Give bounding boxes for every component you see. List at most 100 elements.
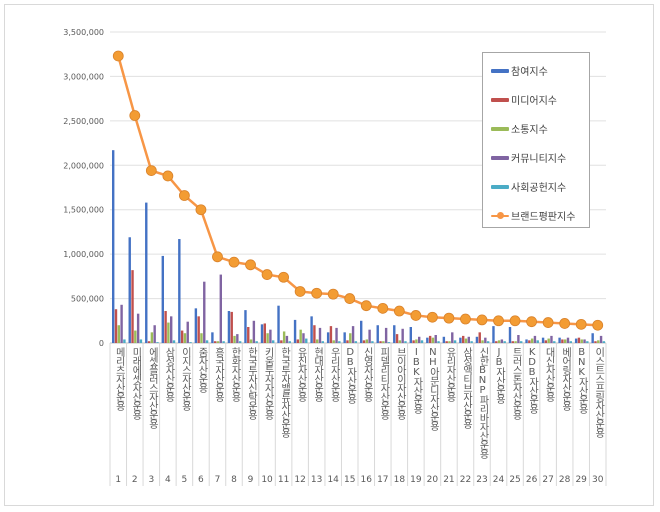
legend-label: 참여지수 <box>511 67 548 78</box>
bar-참여지수 <box>376 325 379 343</box>
bar-사회공헌지수 <box>354 341 358 343</box>
x-category-label: 미래에셋자산운용 <box>129 347 141 419</box>
line-point <box>327 288 339 300</box>
line-point <box>592 319 604 331</box>
bar-참여지수 <box>293 319 297 343</box>
x-rank-label: 27 <box>542 475 554 485</box>
x-category-label: NH아문디자산운용 <box>427 347 439 430</box>
bar-참여지수 <box>574 338 578 343</box>
x-rank-label: 17 <box>377 475 389 485</box>
legend: 참여지수 미디어지수 소통지수 커뮤니티지수 사회공헌지수 브랜드평판지수 <box>482 52 590 228</box>
bar-커뮤니티지수 <box>550 335 553 343</box>
bar-사회공헌지수 <box>238 341 242 343</box>
bar-미디어지수 <box>428 335 432 343</box>
bar-소통지수 <box>398 340 402 343</box>
bar-미디어지수 <box>561 339 564 343</box>
bar-사회공헌지수 <box>453 340 457 343</box>
legend-swatch-icon <box>491 155 509 160</box>
x-rank-label: 16 <box>360 475 372 485</box>
y-tick-label: 1,000,000 <box>63 250 104 259</box>
x-category-label: IBK자산운용 <box>410 347 422 413</box>
legend-swatch-icon <box>491 97 509 102</box>
x-rank-label: 23 <box>476 475 488 485</box>
bar-참여지수 <box>145 202 148 343</box>
legend-item: 브랜드평판지수 <box>491 208 575 223</box>
bar-참여지수 <box>360 320 363 343</box>
x-rank-label: 25 <box>509 475 521 485</box>
line-point <box>245 259 256 271</box>
bar-사회공헌지수 <box>387 342 391 343</box>
line-point <box>344 293 356 304</box>
bar-커뮤니티지수 <box>583 339 586 343</box>
bar-미디어지수 <box>478 332 481 343</box>
x-category-label: 이지스자산운용 <box>179 347 191 410</box>
bar-커뮤니티지수 <box>418 336 421 343</box>
x-rank-label: 26 <box>525 475 538 485</box>
bar-참여지수 <box>112 150 115 343</box>
x-rank-label: 15 <box>343 475 356 485</box>
bar-참여지수 <box>277 305 280 343</box>
x-rank-label: 21 <box>443 475 455 485</box>
bar-사회공헌지수 <box>602 341 606 343</box>
bar-사회공헌지수 <box>420 340 424 343</box>
x-category-label: 피델리티자산운용 <box>377 347 389 419</box>
bar-커뮤니티지수 <box>401 328 404 343</box>
x-rank-label: 12 <box>294 475 306 485</box>
bar-사회공헌지수 <box>404 341 407 343</box>
bar-커뮤니티지수 <box>434 335 437 343</box>
line-point <box>178 190 190 201</box>
x-rank-label: 13 <box>310 475 323 485</box>
x-category-label: 한국투자신탁운용 <box>245 347 257 419</box>
line-point <box>377 302 389 314</box>
x-category-label: 베어링자산운용 <box>559 347 571 410</box>
y-tick-label: 1,500,000 <box>63 206 104 215</box>
x-category-label: 키움투자자산운용 <box>262 347 274 419</box>
bar-사회공헌지수 <box>305 338 308 343</box>
bar-소통지수 <box>167 322 170 343</box>
legend-item: 참여지수 <box>491 63 548 78</box>
bar-커뮤니티지수 <box>599 335 603 343</box>
bar-커뮤니티지수 <box>120 304 123 343</box>
bar-소통지수 <box>365 339 368 343</box>
bar-소통지수 <box>200 333 203 343</box>
x-rank-label: 22 <box>459 475 472 485</box>
bar-소통지수 <box>530 338 534 343</box>
bar-미디어지수 <box>296 339 300 343</box>
bar-커뮤니티지수 <box>186 321 189 343</box>
bar-사회공헌지수 <box>520 341 523 343</box>
line-point <box>542 317 554 328</box>
bar-커뮤니티지수 <box>170 316 173 343</box>
line-point <box>575 318 587 330</box>
x-category-label: KDB자산운용 <box>526 347 538 413</box>
bar-사회공헌지수 <box>189 342 192 343</box>
bar-사회공헌지수 <box>321 341 324 343</box>
bar-커뮤니티지수 <box>318 327 322 343</box>
x-rank-label: 5 <box>181 475 188 485</box>
bar-커뮤니티지수 <box>285 335 289 343</box>
line-point <box>129 110 141 121</box>
bar-미디어지수 <box>313 325 316 343</box>
x-rank-label: 3 <box>148 475 155 485</box>
bar-미디어지수 <box>395 334 399 343</box>
bar-사회공헌지수 <box>371 341 374 343</box>
bar-참여지수 <box>459 337 462 343</box>
x-rank-label: 7 <box>214 475 221 485</box>
line-point <box>443 312 455 324</box>
bar-소통지수 <box>349 333 352 343</box>
line-point <box>460 313 471 325</box>
bar-미디어지수 <box>263 323 266 343</box>
bar-소통지수 <box>481 340 484 343</box>
bar-소통지수 <box>150 332 154 343</box>
bar-미디어지수 <box>230 311 233 343</box>
bar-미디어지수 <box>528 340 531 343</box>
bar-소통지수 <box>564 339 567 343</box>
x-rank-label: 8 <box>231 475 237 485</box>
bar-소통지수 <box>382 341 385 343</box>
bar-소통지수 <box>316 339 319 343</box>
legend-swatch-icon <box>491 68 509 73</box>
bar-사회공헌지수 <box>156 342 159 343</box>
bar-참여지수 <box>128 237 131 343</box>
bar-소통지수 <box>580 339 583 343</box>
line-point <box>145 165 157 177</box>
